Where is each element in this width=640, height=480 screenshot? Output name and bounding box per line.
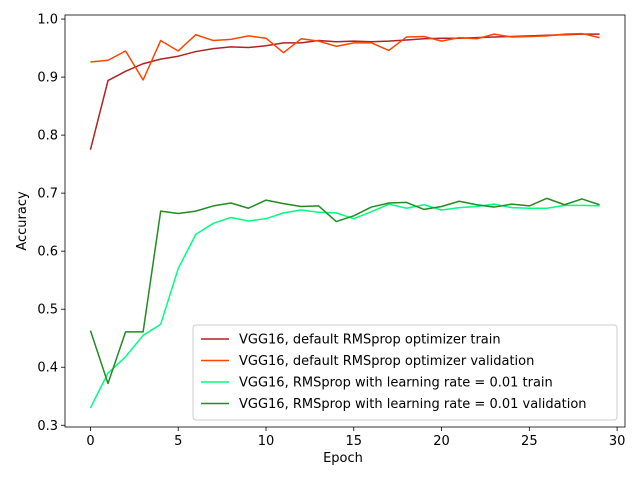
legend: VGG16, default RMSprop optimizer train VG… [192,324,618,421]
legend-entry: VGG16, RMSprop with learning rate = 0.01… [239,376,553,391]
axes-frame [64,14,626,428]
y-axis: 0.3 0.4 0.5 0.6 0.7 0.8 0.9 1.0 [37,13,65,434]
x-tick-label: 10 [258,434,275,449]
y-tick-label: 1.0 [37,13,58,28]
x-axis: 0 5 10 15 20 25 30 [86,427,625,449]
x-tick-label: 25 [521,434,538,449]
y-tick-label: 0.6 [37,245,58,260]
plot-area [64,14,626,428]
legend-entry: VGG16, default RMSprop optimizer train [239,333,501,348]
x-tick-label: 20 [433,434,450,449]
y-axis-label: Accuracy [15,191,30,251]
y-tick-label: 0.7 [37,187,58,202]
legend-entry: VGG16, default RMSprop optimizer validat… [239,354,534,369]
series-line-2 [90,32,600,81]
x-axis-label: Epoch [323,451,363,466]
legend-entry: VGG16, RMSprop with learning rate = 0.01… [239,397,587,412]
x-tick-label: 30 [609,434,626,449]
x-tick-label: 0 [86,434,94,449]
series-line-3 [89,203,600,409]
legend-box [192,324,618,421]
series-line-4 [89,197,600,385]
x-tick-label: 15 [346,434,363,449]
y-tick-label: 0.8 [37,129,58,144]
y-tick-label: 0.5 [37,303,58,318]
y-tick-label: 0.9 [37,71,58,86]
y-tick-label: 0.3 [37,419,58,434]
x-tick-label: 5 [174,434,182,449]
y-tick-label: 0.4 [37,361,58,376]
